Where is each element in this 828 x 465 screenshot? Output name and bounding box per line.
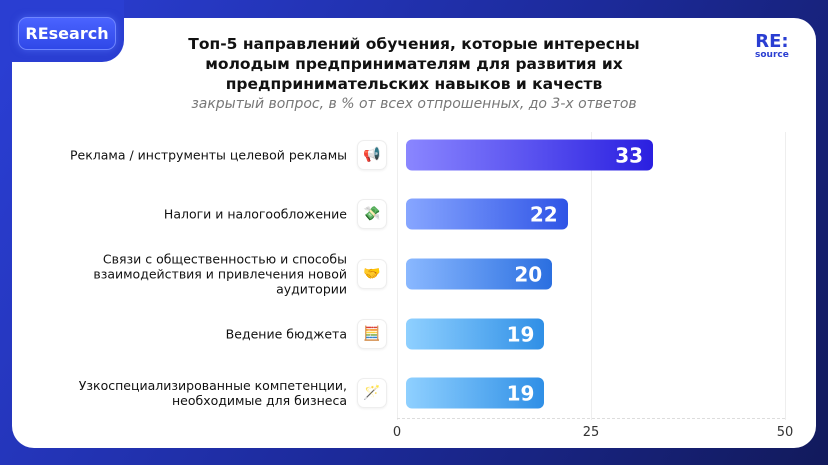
logo-bottom: source	[755, 50, 789, 60]
bar-value-label: 19	[506, 322, 535, 346]
abacus-icon: 🧮	[357, 319, 387, 349]
bar: 22	[406, 198, 568, 230]
bar: 19	[406, 377, 545, 409]
gridline	[397, 132, 398, 420]
bar-value-label: 20	[514, 262, 543, 286]
research-badge: REsearch	[18, 17, 116, 50]
chart-title: Топ-5 направлений обучения, которые инте…	[188, 35, 640, 93]
money-icon: 💸	[357, 199, 387, 229]
bar: 19	[406, 318, 545, 350]
category-label: Налоги и налогообложение	[163, 206, 347, 222]
bar: 33	[406, 139, 654, 171]
category-label: Ведение бюджета	[225, 326, 347, 342]
x-axis-line	[397, 418, 785, 419]
category-label: Узкоспециализированные компетенции, необ…	[78, 378, 347, 408]
category-label: Реклама / инструменты целевой рекламы	[70, 147, 347, 163]
logo-top: RE:	[755, 31, 789, 52]
gridline	[785, 132, 786, 420]
handshake-icon: 🤝	[357, 259, 387, 289]
bar-value-label: 22	[529, 202, 558, 226]
magic-wand-icon: 🪄	[357, 378, 387, 408]
bar-value-label: 19	[506, 381, 535, 405]
chart-subtitle: закрытый вопрос, в % от всех отпрошенных…	[191, 96, 637, 112]
x-tick-label: 50	[776, 425, 794, 440]
bar: 20	[406, 258, 553, 290]
x-tick-label: 25	[582, 425, 600, 440]
megaphone-icon: 📢	[357, 140, 387, 170]
x-tick-label: 0	[392, 425, 402, 440]
bar-value-label: 33	[615, 143, 644, 167]
resource-logo: RE: source	[755, 33, 789, 60]
chart-card	[12, 18, 816, 448]
gridline	[591, 132, 592, 420]
category-label: Связи с общественностью и способы взаимо…	[93, 251, 347, 297]
